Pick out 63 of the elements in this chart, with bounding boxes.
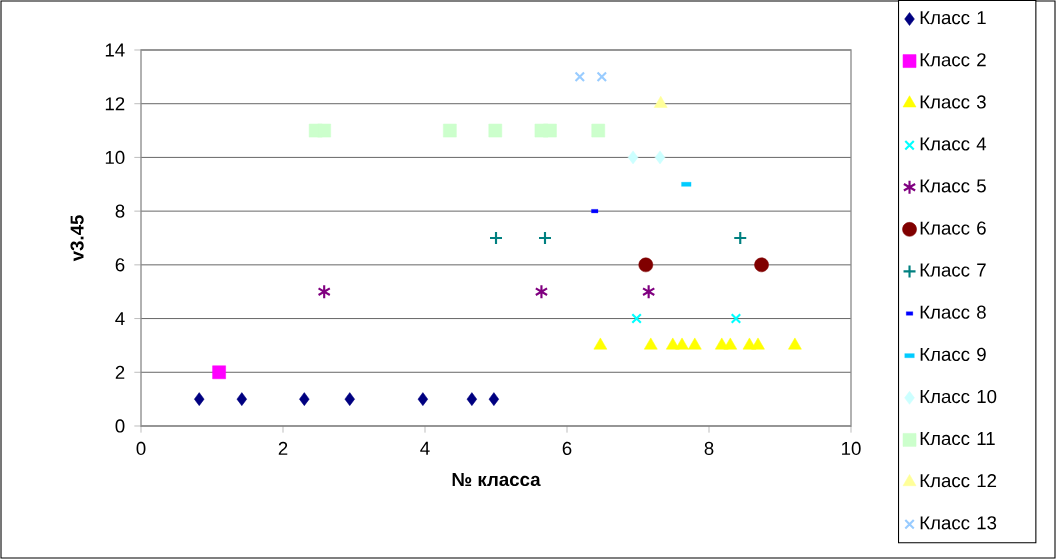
y-tick-label: 4 xyxy=(115,312,125,325)
y-tick-label: 2 xyxy=(115,365,125,379)
point xyxy=(443,123,457,138)
legend-label: Класс 7 xyxy=(920,263,986,277)
point xyxy=(317,284,331,300)
point xyxy=(788,337,802,350)
point xyxy=(638,257,654,273)
y-tick-label: 8 xyxy=(115,204,125,218)
point xyxy=(751,337,765,350)
y-tick-label: 10 xyxy=(105,150,125,165)
legend-label: Класс 5 xyxy=(920,179,986,193)
point xyxy=(488,230,504,246)
legend-label: Класс 11 xyxy=(920,432,995,446)
point xyxy=(593,337,608,350)
x-axis-title: № класса xyxy=(452,473,541,487)
legend-label: Класс 9 xyxy=(920,347,986,361)
legend-label: Класс 8 xyxy=(920,305,986,319)
y-axis-title: v3.45 xyxy=(70,215,84,262)
point xyxy=(654,150,666,165)
point xyxy=(641,284,656,300)
point xyxy=(236,392,247,406)
legend-label: Класс 2 xyxy=(920,53,986,67)
x-tick-label: 8 xyxy=(704,441,714,456)
point xyxy=(596,71,608,83)
point xyxy=(344,392,355,406)
point xyxy=(754,257,769,273)
point xyxy=(317,123,331,138)
legend-label: Класс 3 xyxy=(920,95,986,109)
x-tick-label: 4 xyxy=(420,441,430,455)
point xyxy=(543,123,557,138)
point xyxy=(733,230,748,246)
y-tick-label: 0 xyxy=(115,419,125,433)
point xyxy=(417,392,429,406)
legend-label: Класс 1 xyxy=(920,11,986,25)
y-tick-label: 14 xyxy=(105,43,125,57)
point xyxy=(488,123,503,138)
x-tick-label: 6 xyxy=(562,441,572,456)
point xyxy=(212,365,226,380)
point xyxy=(194,392,205,406)
y-tick-label: 6 xyxy=(115,258,125,272)
point xyxy=(723,337,738,350)
point xyxy=(574,71,586,83)
y-tick-label: 12 xyxy=(105,97,125,111)
legend-label: Класс 6 xyxy=(920,221,986,235)
point xyxy=(466,392,478,406)
legend-label: Класс 13 xyxy=(920,516,997,530)
point xyxy=(534,284,549,300)
legend-label: Класс 10 xyxy=(920,389,997,404)
x-tick-label: 10 xyxy=(842,441,861,456)
point xyxy=(537,230,553,246)
point xyxy=(688,337,702,350)
x-tick-label: 0 xyxy=(136,441,146,456)
point xyxy=(299,392,310,406)
point xyxy=(644,337,658,350)
legend-label: Класс 12 xyxy=(920,474,997,488)
point xyxy=(730,313,742,324)
point xyxy=(627,150,639,165)
legend-label: Класс 4 xyxy=(920,137,987,151)
point xyxy=(631,313,642,324)
x-tick-label: 2 xyxy=(278,441,288,455)
point xyxy=(488,392,500,406)
point xyxy=(675,337,689,350)
point xyxy=(591,123,606,138)
